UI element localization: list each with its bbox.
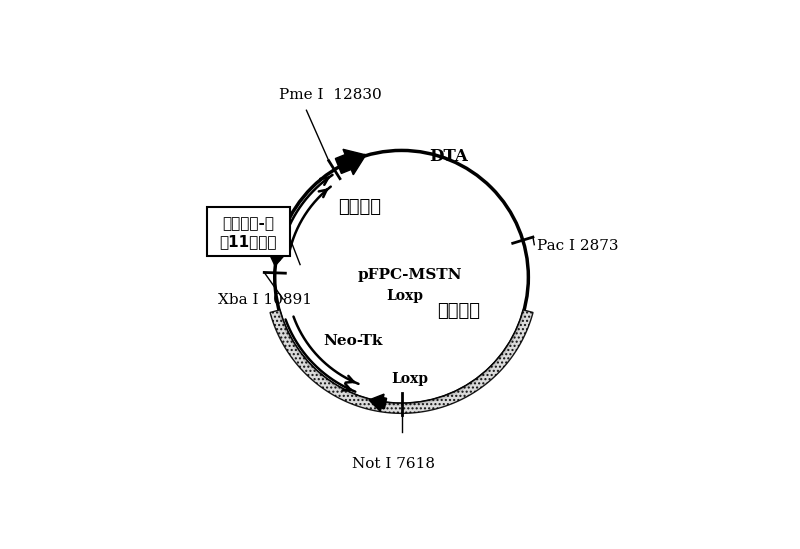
Text: Xba I 10891: Xba I 10891 [218,294,312,307]
Text: Neo-Tk: Neo-Tk [323,334,382,348]
Text: DTA: DTA [429,148,468,165]
Text: Loxp: Loxp [386,289,424,303]
FancyArrow shape [268,248,286,266]
Text: Loxp: Loxp [391,372,428,386]
Text: Pac I 2873: Pac I 2873 [537,238,618,253]
Polygon shape [270,310,533,413]
Text: 同源短辟: 同源短辟 [338,199,381,216]
FancyArrow shape [335,149,366,175]
Text: 同源长辟: 同源长辟 [437,302,480,320]
Text: 移码突变-缺: 移码突变-缺 [222,216,274,231]
Text: Not I 7618: Not I 7618 [351,457,434,471]
FancyBboxPatch shape [207,208,290,256]
Text: pFPC-MSTN: pFPC-MSTN [358,268,462,282]
Text: 失11个碌基: 失11个碌基 [219,234,277,249]
FancyArrow shape [369,394,386,411]
Text: Pme I  12830: Pme I 12830 [279,88,382,102]
